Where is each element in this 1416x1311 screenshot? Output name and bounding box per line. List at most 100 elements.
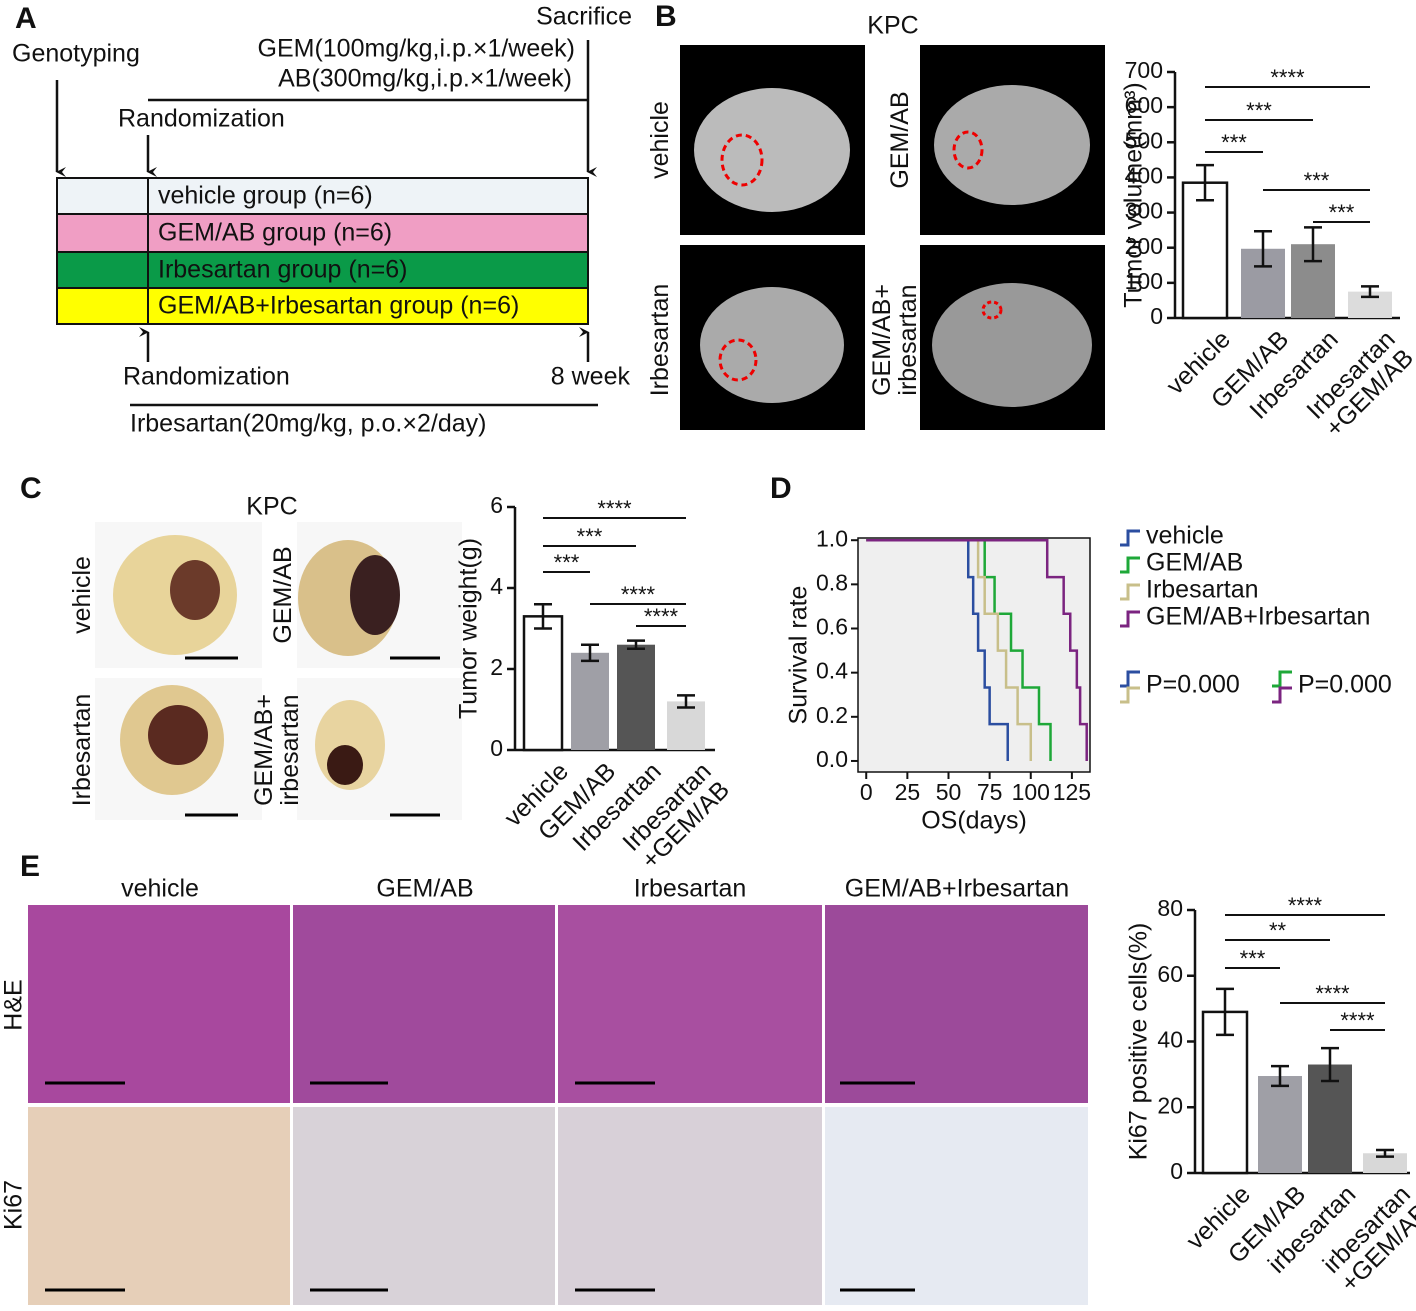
group-label: GEM/AB group (n=6) [158, 219, 392, 247]
tumor-images [95, 522, 462, 820]
label: 8 week [551, 363, 631, 391]
error-bar [581, 643, 599, 663]
bar [571, 652, 609, 750]
label: Randomization [118, 105, 285, 133]
bar [1201, 1010, 1249, 1175]
image-label: vehicle [646, 101, 674, 179]
error-bar [1271, 1064, 1289, 1088]
y-tick-label: 0 [1150, 303, 1163, 329]
significance-label: **** [621, 582, 656, 607]
significance-label: **** [1315, 981, 1350, 1006]
error-bar [627, 639, 645, 650]
title: KPC [246, 493, 297, 521]
image-label: GEM/AB+ irbesartan [250, 694, 304, 806]
y-tick-label: 40 [1157, 1027, 1183, 1053]
significance-label: **** [597, 496, 632, 521]
significance-label: *** [1240, 946, 1266, 971]
panel-label: E [20, 850, 40, 883]
y-tick-label: 6 [490, 492, 503, 518]
significance-label: *** [1304, 168, 1330, 193]
y-tick-label: 300 [1125, 198, 1163, 224]
error-bar [1361, 285, 1379, 299]
bar [1258, 1076, 1302, 1173]
bar [667, 701, 705, 750]
y-tick-label: 0.4 [816, 658, 848, 684]
survival-curve [866, 538, 1088, 761]
x-tick-label: 0 [860, 779, 873, 805]
significance-label: **** [644, 604, 679, 629]
title: KPC [867, 12, 918, 40]
y-tick-label: 200 [1125, 233, 1163, 259]
error-bar [1376, 1148, 1394, 1158]
column-title: Irbesartan [634, 875, 747, 903]
y-tick-label: 0.2 [816, 702, 848, 728]
label: AB(300mg/kg,i.p.×1/week) [278, 65, 572, 93]
label: GEM(100mg/kg,i.p.×1/week) [258, 35, 576, 63]
x-tick-label: 25 [895, 779, 921, 805]
x-tick-label: 75 [977, 779, 1003, 805]
panel-label: C [20, 472, 42, 505]
y-axis-label: Survival rate [785, 586, 813, 725]
bar [522, 615, 564, 752]
y-tick-label: 0 [490, 735, 503, 761]
mri-images [680, 45, 1105, 430]
significance-label: **** [1288, 893, 1323, 918]
legend-icon [1120, 529, 1140, 547]
group-table [56, 177, 589, 325]
y-tick-label: 2 [490, 654, 503, 680]
y-tick-label: 0.8 [816, 569, 848, 595]
survival-curve [866, 538, 1009, 761]
y-tick-label: 0 [1170, 1158, 1183, 1184]
y-tick-label: 80 [1157, 895, 1183, 921]
image-label: Irbesartan [646, 283, 674, 397]
x-tick-label: 50 [936, 779, 962, 805]
error-bar [677, 694, 695, 709]
y-tick-label: 60 [1157, 961, 1183, 987]
x-tick-label: 100 [1012, 779, 1050, 805]
legend-icon [1272, 686, 1292, 704]
y-tick-label: 600 [1125, 92, 1163, 118]
p-value: P=0.000 [1146, 671, 1240, 699]
significance-label: *** [1246, 98, 1272, 123]
x-tick-label: 125 [1053, 779, 1091, 805]
panel-label: D [770, 472, 792, 505]
error-bar [1216, 987, 1234, 1037]
legend-icon [1120, 556, 1140, 574]
x-axis-label: OS(days) [921, 807, 1027, 835]
bar [1363, 1153, 1407, 1173]
significance-label: ** [1269, 918, 1287, 943]
bar [617, 644, 655, 750]
y-axis-label: Tumor volume(mm³) [1120, 82, 1148, 307]
error-bar [1321, 1046, 1339, 1083]
significance-label: *** [577, 524, 603, 549]
error-bar [534, 602, 552, 630]
legend-icon [1120, 610, 1140, 628]
column-title: vehicle [121, 875, 199, 903]
legend-icon [1272, 670, 1292, 688]
y-tick-label: 700 [1125, 57, 1163, 83]
column-title: GEM/AB [376, 875, 473, 903]
significance-label: *** [554, 550, 580, 575]
significance-label: *** [1221, 130, 1247, 155]
legend-label: vehicle [1146, 522, 1224, 550]
image-label: vehicle [68, 556, 96, 634]
image-label: GEM/AB [886, 91, 914, 189]
y-axis-label: Ki67 positive cells(%) [1125, 923, 1153, 1161]
p-value: P=0.000 [1298, 671, 1392, 699]
group-label: GEM/AB+Irbesartan group (n=6) [158, 292, 519, 320]
column-title: GEM/AB+Irbesartan [845, 875, 1069, 903]
error-bar [1196, 163, 1214, 202]
legend-label: Irbesartan [1146, 576, 1259, 604]
y-tick-label: 20 [1157, 1092, 1183, 1118]
survival-curve [866, 538, 1033, 761]
legend-label: GEM/AB [1146, 549, 1243, 577]
panel-label: A [15, 2, 37, 35]
y-tick-label: 4 [490, 573, 503, 599]
legend-icon [1120, 686, 1140, 704]
label: Genotyping [12, 40, 140, 68]
image-label: Irbesartan [68, 693, 96, 807]
legend-icon [1120, 670, 1140, 688]
y-tick-label: 500 [1125, 127, 1163, 153]
